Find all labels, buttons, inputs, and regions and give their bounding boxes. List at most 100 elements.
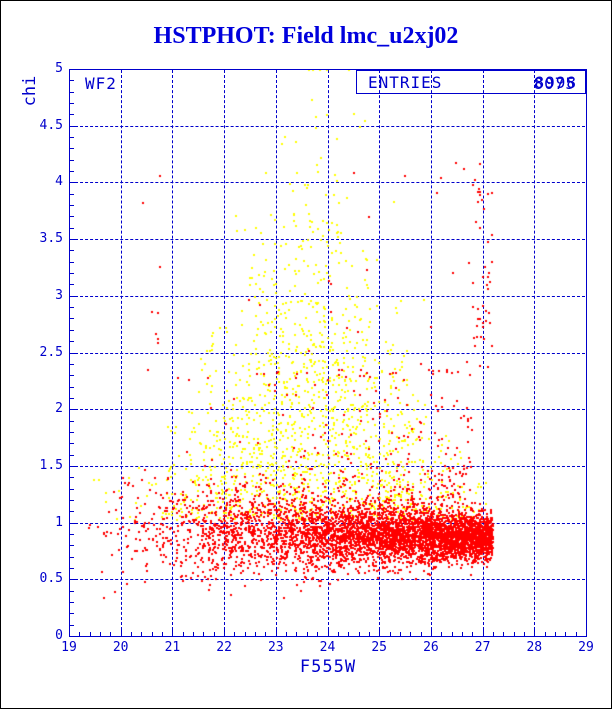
x-minor-tick [152,632,153,636]
x-minor-tick [338,632,339,636]
y-major-tick [70,239,78,240]
y-minor-tick [70,205,74,206]
x-minor-tick [307,632,308,636]
y-minor-tick [70,602,74,603]
x-minor-tick [410,632,411,636]
x-minor-tick [296,632,297,636]
y-minor-tick [70,545,74,546]
x-minor-tick [100,632,101,636]
x-minor-tick [359,632,360,636]
y-major-tick [70,409,78,410]
y-minor-tick [70,455,74,456]
x-minor-tick [79,632,80,636]
x-tick-label: 29 [578,640,594,655]
y-minor-tick [70,171,74,172]
y-minor-tick [70,114,74,115]
x-major-tick [534,628,535,636]
entries-count-1: 8998 [534,73,577,92]
x-tick-label: 26 [423,640,439,655]
x-tick-label: 25 [371,640,388,655]
y-minor-tick [70,398,74,399]
y-minor-tick [70,534,74,535]
x-minor-tick [514,632,515,636]
y-minor-tick [70,103,74,104]
x-tick-label: 19 [61,640,77,655]
y-minor-tick [70,568,74,569]
y-tick-label: 3.5 [39,231,63,247]
y-tick-label: 1 [55,514,63,530]
y-minor-tick [70,250,74,251]
y-minor-tick [70,330,74,331]
x-tick-label: 22 [216,640,232,655]
y-tick-label: 3 [55,287,63,303]
x-major-tick [431,628,432,636]
entries-box: ENTRIES 8998 8075 [356,70,586,94]
x-minor-tick [317,632,318,636]
y-minor-tick [70,228,74,229]
chip-label: WF2 [85,74,117,93]
y-minor-tick [70,375,74,376]
y-minor-tick [70,318,74,319]
x-tick-label: 28 [526,640,543,655]
x-major-tick [224,628,225,636]
x-tick-label: 20 [112,640,129,655]
x-minor-tick [369,632,370,636]
x-minor-tick [421,632,422,636]
x-minor-tick [576,632,577,636]
y-minor-tick [70,613,74,614]
x-minor-tick [265,632,266,636]
y-axis-title: chi [20,75,40,107]
x-minor-tick [234,632,235,636]
x-minor-tick [203,632,204,636]
y-tick-label: 0.5 [39,571,63,587]
y-minor-tick [70,307,74,308]
x-minor-tick [348,632,349,636]
x-minor-tick [162,632,163,636]
y-major-tick [70,296,78,297]
y-major-tick [70,579,78,580]
x-minor-tick [545,632,546,636]
y-major-tick [70,523,78,524]
x-axis-title: F555W [299,657,357,677]
y-minor-tick [70,432,74,433]
x-minor-tick [245,632,246,636]
x-major-tick [379,628,380,636]
x-tick-label: 21 [164,640,181,655]
x-minor-tick [400,632,401,636]
y-minor-tick [70,557,74,558]
y-tick-label: 1.5 [39,457,63,473]
y-tick-label: 5 [55,61,63,76]
entries-count-2: 8075 [533,74,576,93]
y-major-tick [70,182,78,183]
y-minor-tick [70,364,74,365]
y-tick-label: 4.5 [39,117,63,133]
y-minor-tick [70,216,74,217]
x-tick-label: 27 [474,640,491,655]
x-tick-label: 24 [319,640,336,655]
y-tick-label: 2.5 [39,344,63,360]
x-minor-tick [462,632,463,636]
x-minor-tick [131,632,132,636]
x-minor-tick [441,632,442,636]
y-minor-tick [70,511,74,512]
y-minor-tick [70,80,74,81]
y-tick-label: 2 [55,401,63,417]
x-minor-tick [472,632,473,636]
x-minor-tick [183,632,184,636]
y-major-tick [70,353,78,354]
x-minor-tick [452,632,453,636]
y-minor-tick [70,148,74,149]
y-tick-label: 4 [55,174,63,190]
y-minor-tick [70,421,74,422]
x-tick-label: 23 [267,640,284,655]
y-minor-tick [70,160,74,161]
y-minor-tick [70,387,74,388]
y-minor-tick [70,591,74,592]
y-major-tick [70,126,78,127]
x-minor-tick [390,632,391,636]
x-major-tick [172,628,173,636]
x-minor-tick [141,632,142,636]
scatter-points-canvas [70,70,586,636]
y-minor-tick [70,489,74,490]
